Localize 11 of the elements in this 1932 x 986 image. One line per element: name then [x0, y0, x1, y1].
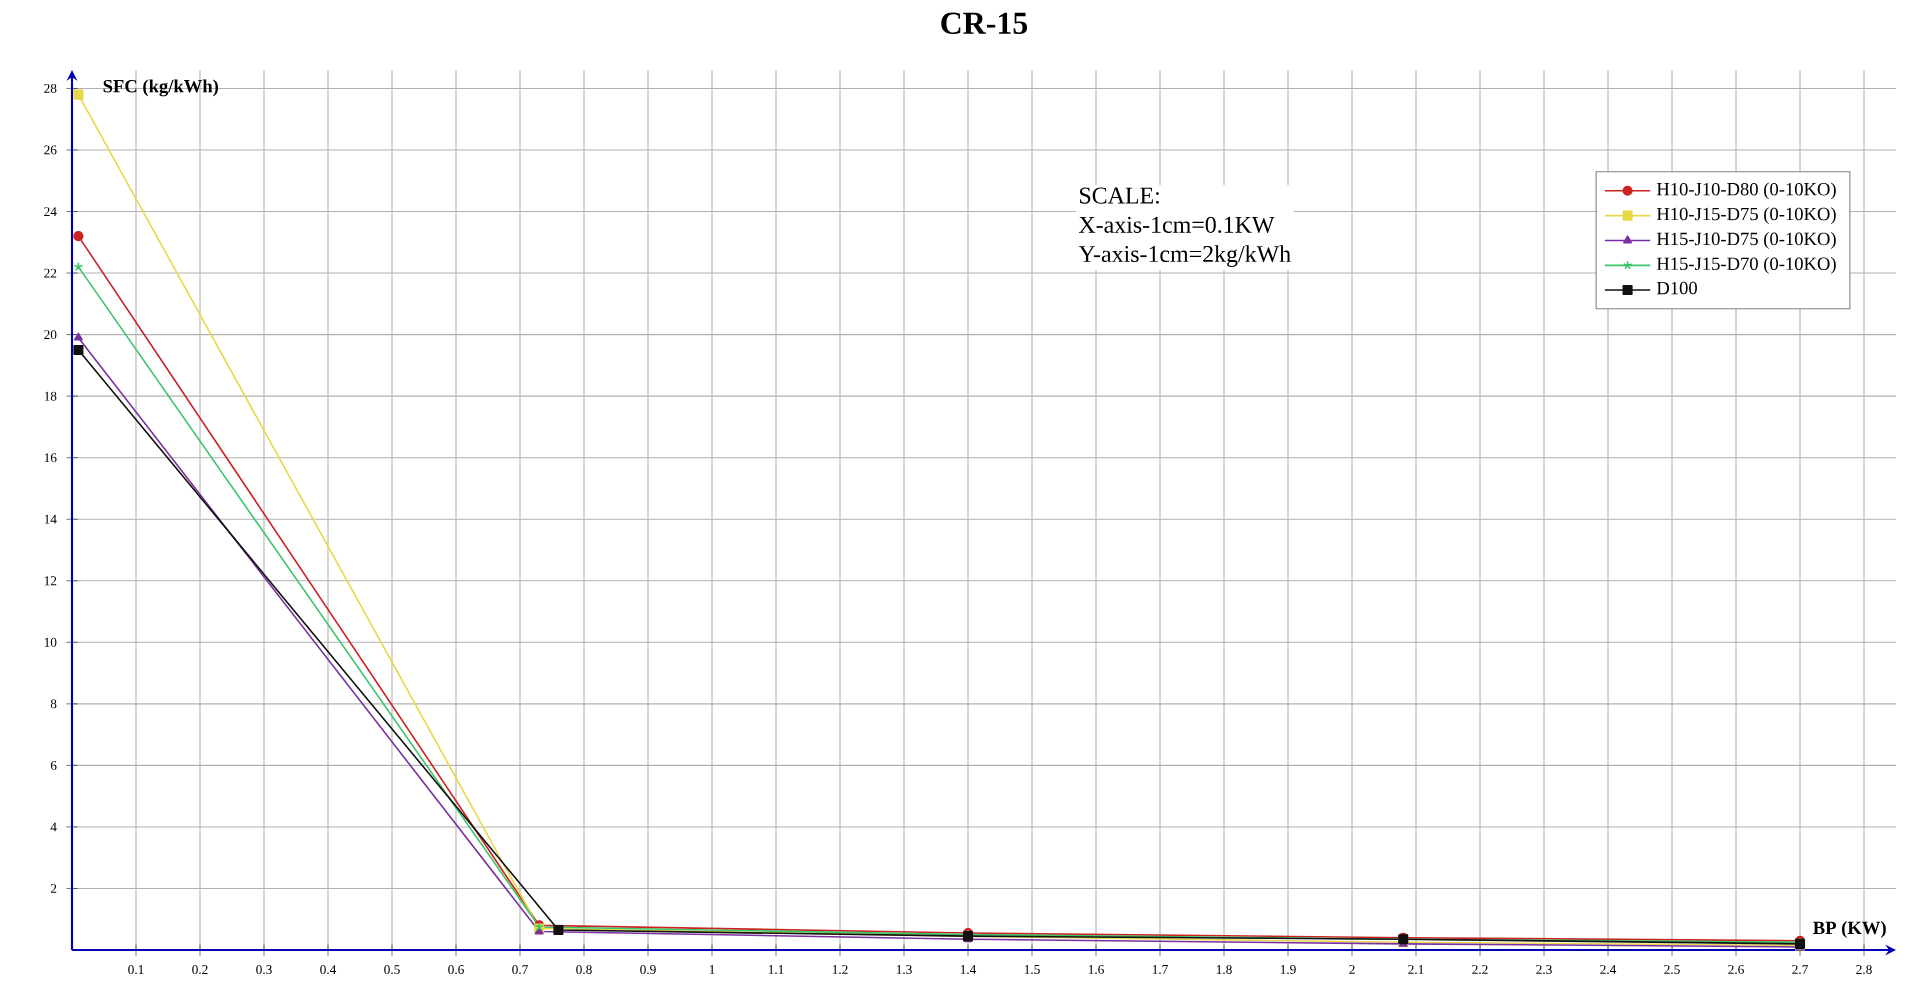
x-axis-title: BP (KW): [1813, 921, 1886, 938]
legend-label: H15-J15-D70 (0-10KO): [1656, 256, 1836, 274]
legend-label: H15-J10-D75 (0-10KO): [1656, 232, 1836, 249]
y-axis-title: SFC (kg/kWh): [103, 79, 219, 97]
legend-label: H10-J15-D75 (0-10KO): [1656, 207, 1836, 225]
annotation: SCALE:: [1079, 187, 1159, 204]
legend-label: D100: [1656, 281, 1697, 295]
chart-title: CR-15: [941, 12, 1028, 35]
annotation: X-axis-1cm=0.1KW: [1078, 216, 1275, 234]
annotation: Y-axis-1cm=2kg/kWh: [1078, 245, 1291, 268]
legend-label: H10-J10-D80 (0-10KO): [1656, 182, 1836, 200]
